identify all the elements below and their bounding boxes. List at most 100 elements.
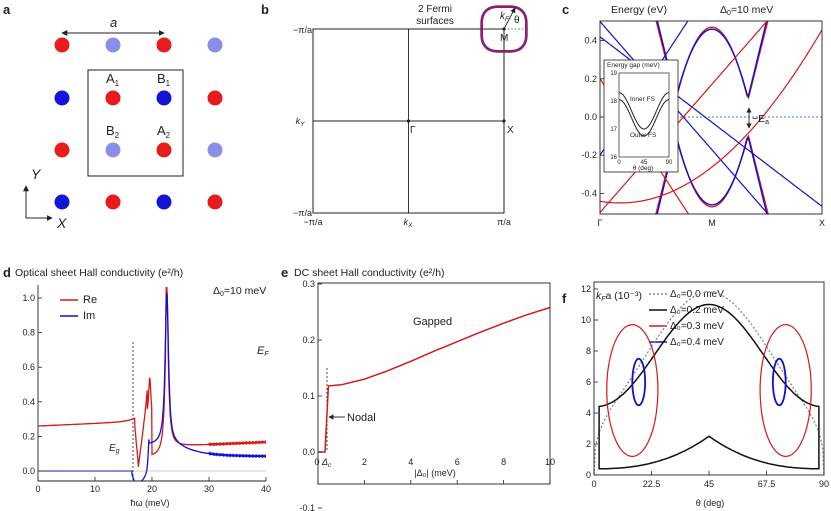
site-label-A1: A1 (106, 71, 120, 88)
site (54, 142, 70, 158)
inset-curve-inner (619, 92, 669, 130)
f-ytick-label: 10 (581, 315, 591, 325)
inset-xtick-label: 0 (617, 160, 621, 166)
inset-axes (618, 72, 670, 158)
site (54, 194, 70, 210)
e-xtick-label: 10 (545, 457, 555, 467)
c-xtick-label: M (708, 218, 716, 228)
label-gapped: Gapped (413, 316, 452, 328)
label-Eg: Eg (109, 443, 120, 455)
d-ytick-label: 0.0 (22, 466, 35, 476)
panel-letter-f: f (562, 291, 567, 306)
inset-curve-outer (619, 99, 669, 137)
inset-ytick-label: 16 (610, 155, 617, 161)
c-delta-label: Δ0=10 meV (720, 4, 773, 17)
legend-im: Im (83, 310, 95, 322)
series-re (38, 286, 266, 467)
c-ytick-label: 0.2 (584, 74, 597, 84)
e-ytick-label: 0.3 (302, 279, 315, 289)
site (54, 90, 70, 106)
label-theta: θ (514, 15, 520, 26)
tick-neg-pi-left: −π/a (293, 208, 312, 218)
f-ytick-label: 0 (586, 470, 591, 480)
inset-label-inner: Inner FS (630, 96, 656, 103)
f-ylabel: kFa (10⁻³) (596, 290, 642, 303)
site (54, 37, 70, 53)
inset-ytick-label: 17 (610, 127, 617, 133)
site (105, 194, 121, 210)
tick-ky: kY (296, 116, 306, 128)
d-xtick-label: 10 (90, 484, 100, 494)
d-ytick-label: 0.8 (22, 328, 35, 338)
curve-delta-03-right (759, 323, 812, 458)
panel-d: d Optical sheet Hall conductivity (e²/h)… (3, 265, 271, 508)
d-title: Optical sheet Hall conductivity (e²/h) (15, 267, 183, 279)
e-xtick-label: 0 (314, 457, 319, 467)
lattice-const-label: a (110, 15, 117, 30)
band-curve (600, 29, 822, 204)
f-xtick-label: 67.5 (758, 479, 776, 489)
site-label-B2: B2 (106, 123, 120, 140)
site (207, 37, 223, 53)
fermi-surface-inner (481, 6, 527, 52)
site-label-A2: A2 (157, 123, 171, 140)
inset-title: Energy gap (meV) (607, 62, 660, 69)
site (207, 194, 223, 210)
d-xtick-label: 40 (261, 484, 271, 494)
f-xtick-label: 45 (704, 479, 714, 489)
e-xtick-label: 4 (408, 457, 413, 467)
label-x: X (507, 125, 514, 136)
band-curve (655, 134, 769, 214)
unit-cell (87, 69, 184, 177)
f-ytick-label: 6 (586, 377, 591, 387)
c-xtick-label: Γ (598, 218, 603, 228)
band-curve (656, 21, 768, 98)
e-xtick-label: 2 (362, 457, 367, 467)
inset-label-outer: Outer FS (630, 132, 657, 139)
d-ytick-label: 1.0 (22, 293, 35, 303)
label-deltac: Δc (321, 457, 332, 469)
inset-ytick-label: 19 (610, 71, 617, 77)
site (105, 37, 121, 53)
kf-arrow (503, 7, 516, 30)
curve-delta-03-left (606, 323, 659, 458)
lattice-sites (54, 37, 223, 210)
c-ylabel: Energy (eV) (611, 4, 667, 16)
inset-xtick-label: 90 (666, 160, 673, 166)
label-gamma: Γ (410, 125, 416, 136)
panel-letter-c: c (562, 2, 569, 17)
m-point (502, 27, 506, 31)
f-ytick-label: 2 (586, 439, 591, 449)
f-xtick-label: 22.5 (643, 479, 661, 489)
band-curve (656, 136, 768, 214)
label-kf: kF (500, 11, 510, 23)
panel-b: b −π/a −π/a −π/a π/a kX kY Γ X 2 Fermi s… (261, 2, 528, 229)
fermi-label-1: 2 Fermi (418, 4, 452, 15)
series-gapped (318, 306, 551, 453)
site (207, 90, 223, 106)
panel-letter-a: a (3, 2, 11, 17)
tick-pi-bottom: π/a (497, 217, 511, 227)
site (105, 90, 121, 106)
panel-e: e DC sheet Hall conductivity (e²/h) Gapp… (281, 265, 555, 511)
f-xtick-label: 90 (819, 479, 829, 489)
tick-neg-pi-bottom: −π/a (304, 217, 323, 227)
c-ytick-label: -0.4 (581, 188, 597, 198)
inset-xtick-label: 45 (641, 160, 648, 166)
f-ytick-label: 8 (586, 346, 591, 356)
c-frame (599, 20, 823, 215)
d-xtick-label: 0 (35, 484, 40, 494)
site-label-B1: B1 (157, 71, 171, 88)
e-xtick-label: 6 (455, 457, 460, 467)
d-xtick-label: 20 (147, 484, 157, 494)
inset-ytick-label: 18 (610, 99, 617, 105)
e-title: DC sheet Hall conductivity (e²/h) (294, 267, 445, 279)
d-ytick-label: 0.2 (22, 431, 35, 441)
f-xtick-label: 0 (591, 479, 596, 489)
panel-letter-b: b (261, 2, 269, 17)
label-m: M (500, 33, 508, 44)
gamma-point (406, 119, 411, 123)
e-ytick-label: -0.1 (299, 503, 315, 511)
